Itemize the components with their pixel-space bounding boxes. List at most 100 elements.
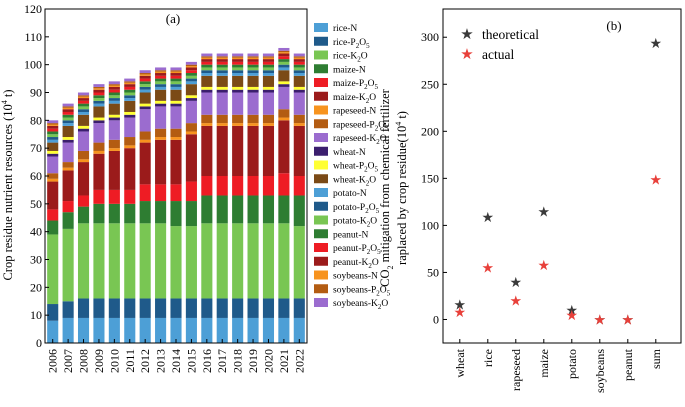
bar-peanut-K2O-2017: [216, 59, 228, 62]
bar-rice-K2O-2017: [216, 223, 228, 299]
bar-peanut-K2O-2014: [170, 73, 182, 76]
bar-maize-P2O5-2014: [170, 184, 182, 202]
x-tick-label: 2009: [92, 349, 106, 373]
legend-label-wheat-N: wheat-N: [333, 148, 366, 158]
bar-rapeseed-K2O-2018: [232, 92, 244, 115]
point-theoretical-rice: ★: [482, 211, 495, 226]
y-axis-title-b-sub: 2: [386, 265, 395, 269]
bar-rapeseed-P2O5-2019: [247, 114, 259, 124]
legend-label-sub: 2: [375, 124, 379, 132]
bar-soybeans-N-2019: [247, 57, 259, 60]
bar-rapeseed-N-2007: [62, 167, 74, 171]
bar-maize-N-2011: [124, 203, 136, 224]
bar-wheat-K2O-2016: [201, 75, 213, 87]
bar-maize-N-2010: [108, 203, 120, 224]
bar-rice-N-2009: [93, 317, 105, 343]
bar-maize-N-2015: [185, 201, 197, 227]
bar-maize-K2O-2017: [216, 125, 228, 176]
point-actual-maize: ★: [538, 259, 551, 274]
y-tick-label-b: 300: [421, 30, 439, 44]
bar-potato-N-2019: [247, 73, 259, 76]
bar-wheat-N-2018: [232, 89, 244, 93]
x-tick-label-b: sum: [649, 348, 663, 369]
bar-peanut-N-2016: [201, 64, 213, 68]
bar-rice-N-2007: [62, 317, 74, 343]
bar-peanut-K2O-2011: [124, 84, 136, 87]
bar-rapeseed-P2O5-2015: [185, 123, 197, 132]
y-axis-title-b-line1: CO2 mitigation from chemical fertilizer: [378, 88, 395, 287]
bar-maize-N-2014: [170, 201, 182, 227]
bar-wheat-P2O5-2009: [93, 117, 105, 121]
bar-soybeans-P2O5-2009: [93, 86, 105, 89]
bar-rice-P2O5-2008: [77, 298, 90, 318]
bar-rice-P2O5-2011: [124, 298, 136, 318]
y-axis-ticks: 0 10 20 30 40 50 60 70 80 90 100 110 120: [24, 2, 49, 350]
x-tick-label-b: soybeans: [593, 349, 607, 393]
bar-wheat-K2O-2017: [216, 75, 228, 87]
bar-maize-P2O5-2010: [108, 189, 120, 204]
bar-wheat-P2O5-2012: [139, 103, 151, 107]
bar-peanut-N-2019: [247, 64, 259, 68]
bar-wheat-K2O-2015: [185, 84, 197, 96]
bar-peanut-K2O-2022: [293, 59, 305, 62]
bar-peanut-N-2007: [62, 114, 74, 118]
bar-peanut-K2O-2007: [62, 109, 74, 112]
bar-soybeans-P2O5-2011: [124, 81, 136, 83]
bar-rice-N-2010: [108, 317, 120, 343]
y-tick-label-b: 150: [421, 171, 439, 185]
bar-maize-K2O-2013: [155, 139, 167, 185]
bar-rapeseed-P2O5-2021: [278, 109, 290, 118]
bar-wheat-P2O5-2013: [155, 100, 167, 104]
bar-potato-K2O-2020: [262, 67, 275, 71]
bar-soybeans-K2O-2010: [108, 81, 120, 85]
legend-label-base: maize-K: [333, 93, 366, 103]
legend-swatch-potato-P2O5: [314, 201, 328, 211]
bar-peanut-K2O-2015: [185, 67, 197, 71]
bar-soybeans-K2O-2007: [62, 103, 74, 107]
bar-rapeseed-P2O5-2010: [108, 139, 120, 149]
bar-wheat-P2O5-2011: [124, 111, 136, 115]
bar-peanut-K2O-2013: [155, 73, 167, 76]
bar-rapeseed-N-2010: [108, 148, 120, 151]
bar-soybeans-P2O5-2021: [278, 50, 290, 53]
point-theoretical-rapeseed: ★: [510, 276, 523, 291]
bar-potato-K2O-2007: [62, 117, 74, 121]
bar-rice-K2O-2010: [108, 223, 120, 299]
legend-label-sub: 2: [356, 42, 360, 50]
legend-label-mid: O: [380, 134, 387, 144]
bar-potato-P2O5-2014: [170, 84, 182, 87]
bar-maize-P2O5-2009: [93, 189, 105, 204]
point-actual-sum: ★: [650, 173, 663, 188]
bar-maize-N-2009: [93, 203, 105, 224]
bar-rice-N-2020: [262, 317, 275, 343]
bar-rice-N-2013: [155, 317, 167, 343]
legend-label-soybeans-N: soybeans-N: [333, 272, 378, 282]
bar-rice-N-2022: [293, 317, 305, 343]
legend-swatch-peanut-N: [314, 229, 328, 239]
panel-label-b: (b): [606, 18, 621, 33]
legend-label-peanut-N: peanut-N: [333, 230, 368, 240]
bar-wheat-P2O5-2016: [201, 86, 213, 90]
bar-peanut-K2O-2018: [232, 59, 244, 62]
bar-peanut-P2O5-2019: [247, 61, 259, 65]
bar-rapeseed-N-2016: [201, 123, 213, 126]
bar-rapeseed-N-2011: [124, 145, 136, 149]
bar-wheat-N-2012: [139, 106, 151, 110]
bar-rapeseed-P2O5-2006: [47, 173, 59, 179]
legend-swatch-rapeseed-K2O: [314, 133, 328, 142]
legend-label-peanut-P2O5: peanut-P2O5: [333, 244, 381, 256]
legend-label-rapeseed-P2O5: rapeseed-P2O5: [333, 120, 389, 132]
bar-peanut-P2O5-2017: [216, 61, 228, 65]
legend-label-rapeseed-N: rapeseed-N: [333, 107, 376, 117]
bar-maize-P2O5-2008: [77, 195, 90, 207]
bar-peanut-N-2018: [232, 64, 244, 68]
bar-rice-P2O5-2010: [108, 298, 120, 318]
bar-peanut-K2O-2019: [247, 59, 259, 62]
bar-wheat-P2O5-2015: [185, 95, 197, 99]
bar-rice-N-2014: [170, 317, 182, 343]
bar-soybeans-P2O5-2013: [155, 70, 167, 72]
bar-potato-P2O5-2021: [278, 64, 290, 68]
bar-maize-N-2007: [62, 212, 74, 229]
bar-wheat-K2O-2009: [93, 106, 105, 118]
bar-wheat-N-2019: [247, 89, 259, 93]
